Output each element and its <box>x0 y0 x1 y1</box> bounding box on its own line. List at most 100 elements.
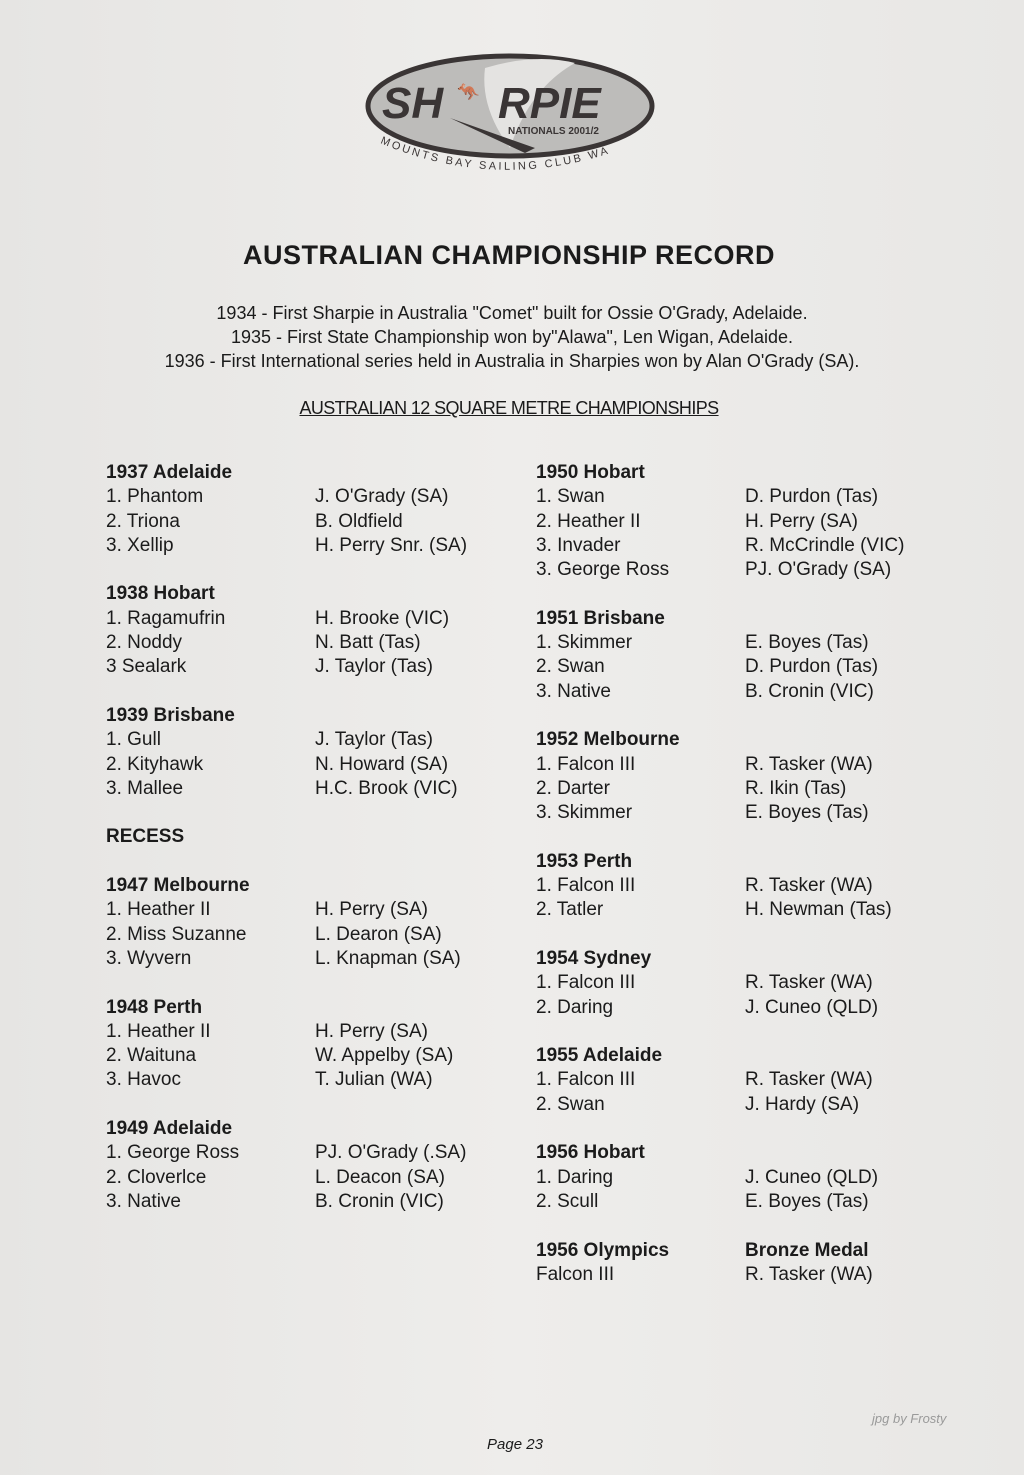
skipper-name: T. Julian (WA) <box>315 1069 433 1091</box>
left-results-column: 1937 Adelaide 1. Phantom J. O'Grady (SA) 2.… <box>106 461 467 1239</box>
skipper-name: E. Boyes (Tas) <box>745 632 869 654</box>
championship-section: 1953 Perth 1. Falcon III R. Tasker (WA) 2. … <box>536 850 904 923</box>
medal-heading: Bronze Medal <box>745 1239 869 1261</box>
section-heading: 1953 Perth <box>536 850 904 874</box>
boat-name: 2. Cloverlce <box>106 1166 207 1188</box>
skipper-name: H. Brooke (VIC) <box>315 607 450 629</box>
result-row: 1. Heather II H. Perry (SA) <box>106 1020 467 1044</box>
event-heading: 1956 Hobart <box>536 1142 645 1164</box>
skipper-name: H. Perry (SA) <box>315 1020 428 1042</box>
championship-section: 1948 Perth 1. Heather II H. Perry (SA) 2. W… <box>106 996 467 1093</box>
result-row: 2. Waituna W. Appelby (SA) <box>106 1044 467 1068</box>
skipper-name: N. Batt (Tas) <box>315 632 421 654</box>
sharpie-nationals-logo: SH RPIE 🦘 NATIONALS 2001/2 MOUNTS BAY SA… <box>365 53 655 173</box>
skipper-name: R. Tasker (WA) <box>745 753 873 775</box>
boat-name: 2. Darter <box>536 777 610 799</box>
skipper-name: H. Perry (SA) <box>745 510 858 532</box>
section-heading: 1955 Adelaide <box>536 1044 904 1068</box>
skipper-name: J. Hardy (SA) <box>745 1093 860 1115</box>
championship-section: RECESS <box>106 825 467 849</box>
skipper-name: R. Tasker (WA) <box>745 1069 873 1091</box>
skipper-name: R. McCrindle (VIC) <box>745 534 905 556</box>
boat-name: 1. George Ross <box>106 1142 240 1164</box>
result-row: 2. Darter R. Ikin (Tas) <box>536 777 904 801</box>
skipper-name: R. Tasker (WA) <box>745 972 873 994</box>
event-heading: 1952 Melbourne <box>536 729 680 751</box>
event-heading: 1948 Perth <box>106 996 203 1018</box>
result-row: 1. Falcon III R. Tasker (WA) <box>536 1068 904 1092</box>
result-row: 2. Tatler H. Newman (Tas) <box>536 898 904 922</box>
result-row: 3. Mallee H.C. Brook (VIC) <box>106 777 467 801</box>
boat-name: 1. Ragamufrin <box>106 607 226 629</box>
boat-name: 2. Triona <box>106 510 180 532</box>
boat-name: 3. Mallee <box>106 777 184 799</box>
boat-name: 3. Native <box>106 1190 181 1212</box>
boat-name: 3. Xellip <box>106 534 174 556</box>
result-row: 2. Scull E. Boyes (Tas) <box>536 1190 904 1214</box>
boat-name: 1. Falcon III <box>536 875 636 897</box>
result-row: Falcon III R. Tasker (WA) <box>536 1263 904 1287</box>
svg-text:SH: SH <box>382 79 444 128</box>
skipper-name: J. Taylor (Tas) <box>315 729 433 751</box>
boat-name: 1. Daring <box>536 1166 614 1188</box>
boat-name: Falcon III <box>536 1263 615 1285</box>
skipper-name: PJ. O'Grady (SA) <box>745 559 892 581</box>
skipper-name: B. Cronin (VIC) <box>315 1190 444 1212</box>
boat-name: 1. Heather II <box>106 899 211 921</box>
result-row: 3. Wyvern L. Knapman (SA) <box>106 947 467 971</box>
boat-name: 3 Sealark <box>106 656 187 678</box>
championship-section: 1952 Melbourne 1. Falcon III R. Tasker (WA… <box>536 728 904 825</box>
result-row: 3. George Ross PJ. O'Grady (SA) <box>536 558 904 582</box>
skipper-name: D. Purdon (Tas) <box>745 486 879 508</box>
result-row: 2. Swan J. Hardy (SA) <box>536 1093 904 1117</box>
boat-name: 1. Swan <box>536 486 605 508</box>
section-heading: 1951 Brisbane <box>536 607 904 631</box>
event-heading: 1947 Melbourne <box>106 875 250 897</box>
result-row: 1. Skimmer E. Boyes (Tas) <box>536 631 904 655</box>
result-row: 1. Falcon III R. Tasker (WA) <box>536 874 904 898</box>
boat-name: 2. Noddy <box>106 632 183 654</box>
section-heading: 1947 Melbourne <box>106 874 467 898</box>
boat-name: 1. Falcon III <box>536 972 636 994</box>
section-heading: 1937 Adelaide <box>106 461 467 485</box>
result-row: 3. Native B. Cronin (VIC) <box>536 680 904 704</box>
event-heading: 1955 Adelaide <box>536 1045 663 1067</box>
result-row: 3 Sealark J. Taylor (Tas) <box>106 655 467 679</box>
section-heading: 1939 Brisbane <box>106 704 467 728</box>
result-row: 1. Ragamufrin H. Brooke (VIC) <box>106 607 467 631</box>
result-row: 1. Phantom J. O'Grady (SA) <box>106 485 467 509</box>
skipper-name: B. Cronin (VIC) <box>745 680 874 702</box>
championship-section: 1950 Hobart 1. Swan D. Purdon (Tas) 2. Heat… <box>536 461 904 582</box>
result-row: 3. Native B. Cronin (VIC) <box>106 1190 467 1214</box>
boat-name: 2. Heather II <box>536 510 641 532</box>
section-heading: 1950 Hobart <box>536 461 904 485</box>
intro-line: 1935 - First State Championship won by"A… <box>230 327 794 347</box>
intro-line: 1934 - First Sharpie in Australia "Comet… <box>216 303 808 323</box>
section-heading: RECESS <box>106 825 467 849</box>
section-heading: 1952 Melbourne <box>536 728 904 752</box>
skipper-name: J. Cuneo (QLD) <box>745 1166 879 1188</box>
boat-name: 1. Heather II <box>106 1020 211 1042</box>
boat-name: 3. Skimmer <box>536 802 633 824</box>
result-row: 1. Falcon III R. Tasker (WA) <box>536 971 904 995</box>
svg-text:NATIONALS 2001/2: NATIONALS 2001/2 <box>508 126 599 137</box>
championship-section: 1951 Brisbane 1. Skimmer E. Boyes (Tas) 2. … <box>536 607 904 704</box>
result-row: 2. Swan D. Purdon (Tas) <box>536 655 904 679</box>
scan-credit: jpg by Frosty <box>872 1411 947 1426</box>
skipper-name: H. Perry (SA) <box>315 899 428 921</box>
championship-section: 1947 Melbourne 1. Heather II H. Perry (SA)… <box>106 874 467 971</box>
section-subtitle: AUSTRALIAN 12 SQUARE METRE CHAMPIONSHIPS <box>299 398 719 418</box>
event-heading: 1954 Sydney <box>536 947 652 969</box>
page-number: Page 23 <box>487 1436 543 1453</box>
event-heading: 1953 Perth <box>536 850 633 872</box>
result-row: 3. Havoc T. Julian (WA) <box>106 1068 467 1092</box>
boat-name: 1. Gull <box>106 729 161 751</box>
result-row: 2. Miss Suzanne L. Dearon (SA) <box>106 923 467 947</box>
boat-name: 1. Falcon III <box>536 753 636 775</box>
svg-text:🦘: 🦘 <box>457 82 480 102</box>
result-row: 2. Noddy N. Batt (Tas) <box>106 631 467 655</box>
result-row: 1. Daring J. Cuneo (QLD) <box>536 1166 904 1190</box>
boat-name: 2. Kityhawk <box>106 753 204 775</box>
skipper-name: L. Dearon (SA) <box>315 923 442 945</box>
boat-name: 2. Miss Suzanne <box>106 923 247 945</box>
